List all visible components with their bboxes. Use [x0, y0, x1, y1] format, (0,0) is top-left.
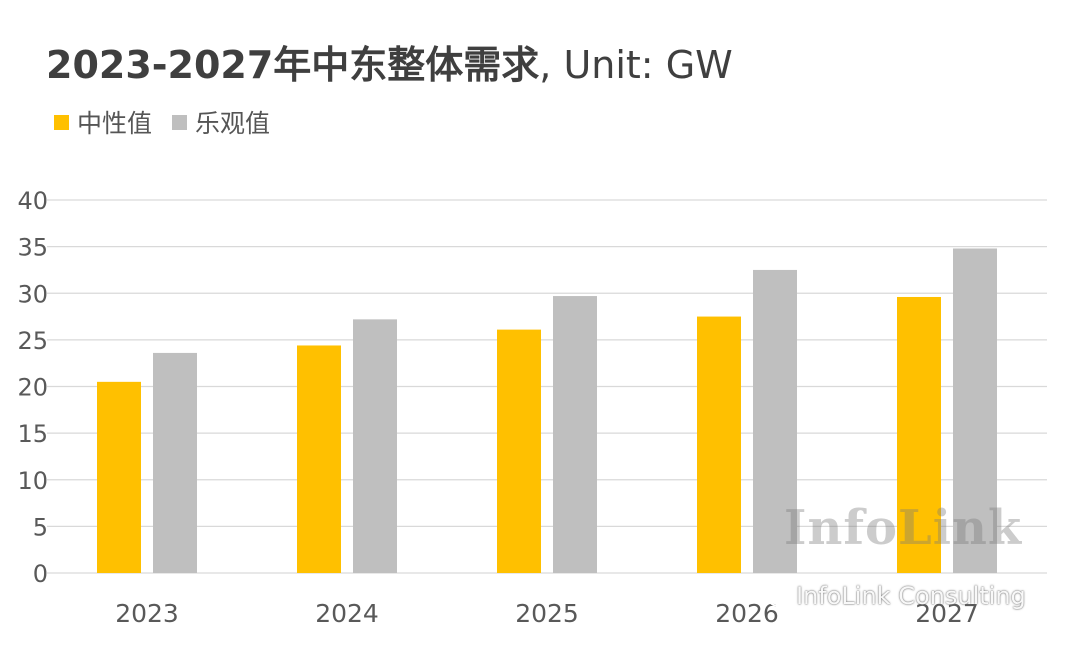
account-watermark: InfoLink Consulting: [758, 582, 1026, 610]
y-tick-label: 5: [33, 513, 48, 541]
chart-title-unit: , Unit: GW: [539, 43, 733, 87]
y-tick-label: 0: [33, 560, 48, 588]
bar: [297, 345, 341, 573]
bar: [353, 319, 397, 573]
legend-label-optimistic: 乐观值: [195, 109, 271, 138]
x-tick-label: 2025: [515, 599, 579, 628]
bar: [497, 329, 541, 573]
bar: [697, 316, 741, 573]
bar: [753, 269, 797, 573]
legend-item-optimistic: 乐观值: [172, 104, 270, 140]
wechat-icon: [758, 585, 786, 607]
x-tick-label: 2023: [115, 599, 179, 628]
bar: [153, 352, 197, 573]
y-tick-label: 25: [17, 327, 48, 355]
bar: [553, 296, 597, 573]
y-tick-label: 20: [17, 374, 48, 402]
infolink-watermark: InfoLink: [784, 500, 1023, 556]
legend-item-neutral: 中性值: [54, 104, 152, 140]
y-tick-label: 30: [17, 280, 48, 308]
bar: [897, 296, 941, 573]
y-tick-label: 15: [17, 420, 48, 448]
x-tick-label: 2026: [715, 599, 779, 628]
bar: [953, 248, 997, 574]
x-tick-label: 2024: [315, 599, 379, 628]
bar: [97, 381, 141, 573]
legend-label-neutral: 中性值: [77, 109, 153, 138]
chart-legend: 中性值 乐观值: [54, 104, 290, 140]
chart-title-main: 2023-2027年中东整体需求: [46, 43, 540, 87]
y-tick-label: 10: [17, 467, 48, 495]
account-watermark-text: InfoLink Consulting: [796, 582, 1026, 610]
x-tick-label: 2027: [915, 599, 979, 628]
legend-swatch-neutral: [54, 114, 69, 130]
legend-swatch-optimistic: [172, 114, 188, 130]
y-tick-label: 35: [17, 234, 48, 262]
chart-title: 2023-2027年中东整体需求, Unit: GW: [46, 34, 733, 89]
y-tick-label: 40: [17, 187, 48, 215]
